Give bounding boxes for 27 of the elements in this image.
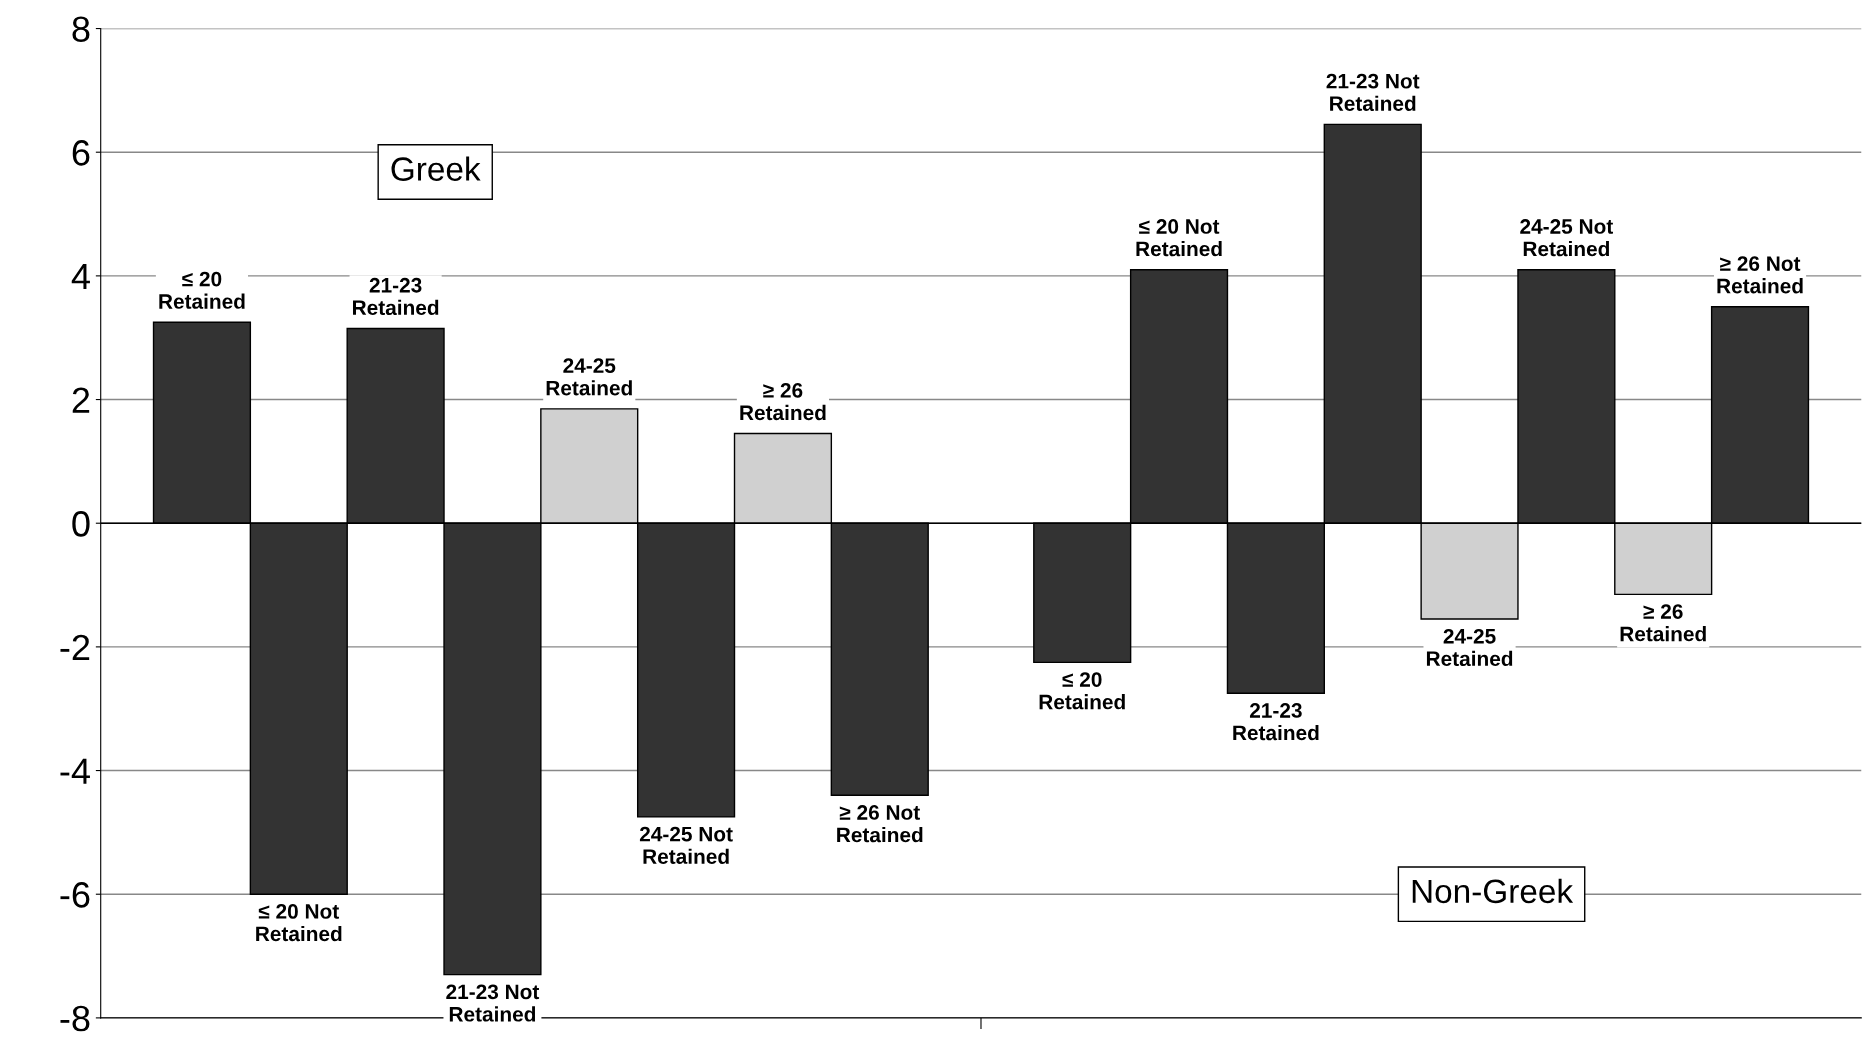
series-label: 21-23 Retained <box>1233 703 1319 741</box>
text: 24-25 Retained <box>546 358 632 396</box>
text: 21-23 Retained <box>353 277 439 316</box>
text: 21-23 Not Retained <box>1326 73 1420 111</box>
text: 24-25 Not Retained <box>1520 219 1614 257</box>
series-label: ≤ 20 Not Retained <box>256 904 342 942</box>
text: ≥ 26 Retained <box>740 382 826 421</box>
y-tick-label: 8 <box>72 16 90 42</box>
text: ≤ 20 Retained <box>159 271 245 309</box>
annotation: Non-Greek <box>1412 878 1574 904</box>
series-label: ≥ 26 Retained <box>1620 604 1706 642</box>
y-tick-label: -4 <box>60 758 90 784</box>
y-tick-label: -8 <box>60 1005 90 1032</box>
y-tick-label: -6 <box>60 882 90 908</box>
y-tick-label: -2 <box>60 634 90 660</box>
y-tick-label: 4 <box>71 264 90 289</box>
y-tick-label: 6 <box>72 140 90 166</box>
y-tick-label: 2 <box>72 387 90 413</box>
annotation: Greek <box>391 156 481 181</box>
text: ≤ 20 Not Retained <box>1136 219 1222 257</box>
series-label: 21-23 Not Retained <box>446 984 540 1022</box>
series-label: ≥ 26 Not Retained <box>837 805 923 843</box>
text: ≥ 26 Not Retained <box>1717 256 1803 294</box>
y-tick-label: 0 <box>72 511 90 537</box>
series-label: 24-25 Not Retained <box>639 826 733 864</box>
series-label: ≤ 20 Retained <box>1039 672 1125 710</box>
series-label: 24-25 Retained <box>1426 628 1513 667</box>
